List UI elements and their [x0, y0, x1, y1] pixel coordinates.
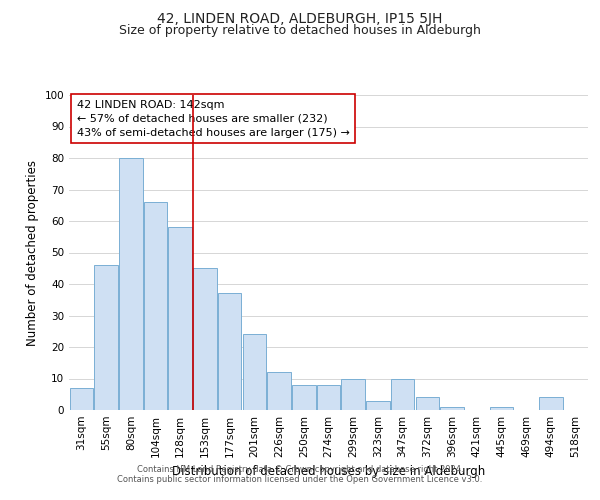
- Bar: [317, 385, 340, 410]
- Bar: [391, 378, 415, 410]
- Text: Contains HM Land Registry data © Crown copyright and database right 2024.: Contains HM Land Registry data © Crown c…: [137, 465, 463, 474]
- Bar: [440, 407, 464, 410]
- Bar: [490, 407, 513, 410]
- Bar: [218, 294, 241, 410]
- Bar: [292, 385, 316, 410]
- Bar: [144, 202, 167, 410]
- Bar: [341, 378, 365, 410]
- Bar: [169, 228, 192, 410]
- Text: Contains public sector information licensed under the Open Government Licence v3: Contains public sector information licen…: [118, 475, 482, 484]
- Bar: [94, 265, 118, 410]
- Bar: [416, 398, 439, 410]
- Text: 42 LINDEN ROAD: 142sqm
← 57% of detached houses are smaller (232)
43% of semi-de: 42 LINDEN ROAD: 142sqm ← 57% of detached…: [77, 100, 350, 138]
- Text: 42, LINDEN ROAD, ALDEBURGH, IP15 5JH: 42, LINDEN ROAD, ALDEBURGH, IP15 5JH: [157, 12, 443, 26]
- Bar: [366, 400, 389, 410]
- Bar: [193, 268, 217, 410]
- Y-axis label: Number of detached properties: Number of detached properties: [26, 160, 39, 346]
- Bar: [119, 158, 143, 410]
- X-axis label: Distribution of detached houses by size in Aldeburgh: Distribution of detached houses by size …: [172, 466, 485, 478]
- Text: Size of property relative to detached houses in Aldeburgh: Size of property relative to detached ho…: [119, 24, 481, 37]
- Bar: [242, 334, 266, 410]
- Bar: [268, 372, 291, 410]
- Bar: [539, 398, 563, 410]
- Bar: [70, 388, 93, 410]
